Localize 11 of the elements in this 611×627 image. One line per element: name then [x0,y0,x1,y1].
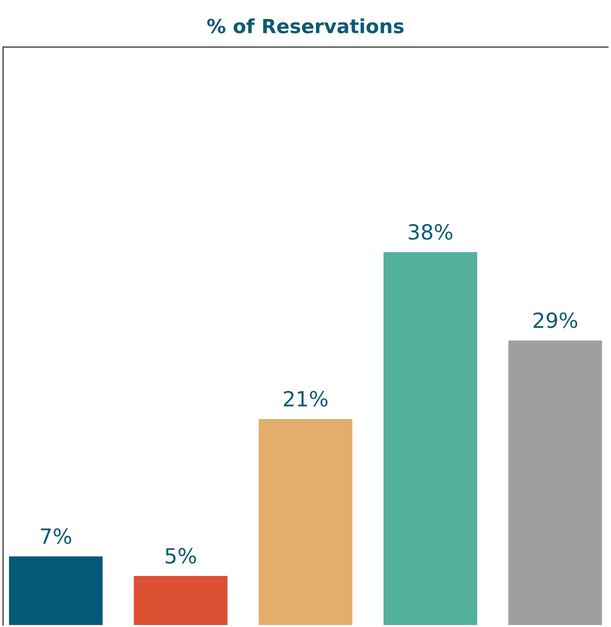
data-label: 21% [284,390,328,407]
data-label: 29% [534,312,578,328]
bar [384,252,478,626]
bar [508,340,602,626]
data-label: 38% [408,224,452,240]
data-label: 5% [166,548,196,564]
bar [134,576,228,626]
chart-title: % of Reservations [207,18,404,34]
data-label: 7% [40,528,72,544]
bar [258,419,352,626]
bar [8,556,103,626]
